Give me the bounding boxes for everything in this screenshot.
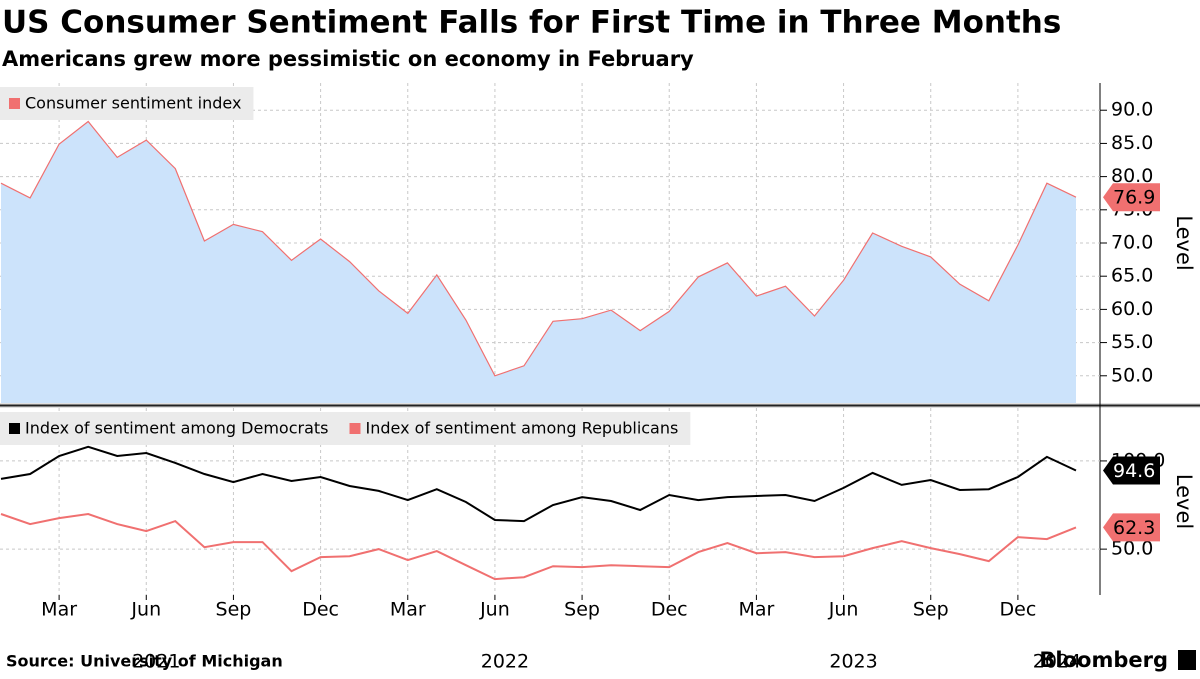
y-tick-label: 90.0 (1111, 99, 1153, 121)
brand-icon (1178, 650, 1196, 670)
x-tick-label: Jun (828, 599, 859, 621)
legend: Consumer sentiment index (0, 87, 254, 120)
y-tick-label: 50.0 (1111, 364, 1153, 386)
y-tick-label: 50.0 (1111, 538, 1153, 560)
line (0, 512, 1077, 581)
y-tick-label: 70.0 (1111, 232, 1153, 254)
value-label: 94.6 (1113, 460, 1155, 482)
x-year-label: 2021 (132, 651, 180, 673)
legend-swatch (349, 423, 361, 434)
legend-label: Index of sentiment among Republicans (366, 419, 679, 438)
x-tick-label: Jun (479, 599, 510, 621)
y-axis-title: Level (1172, 474, 1196, 529)
legend-label: Consumer sentiment index (25, 94, 241, 113)
x-tick-label: Mar (738, 599, 774, 621)
legend-swatch (9, 98, 20, 109)
chart-subtitle: Americans grew more pessimistic on econo… (2, 47, 694, 71)
legend-label: Index of sentiment among Democrats (25, 419, 329, 438)
x-year-label: 2024 (1033, 651, 1081, 673)
line (0, 120, 1077, 377)
y-tick-label: 80.0 (1111, 165, 1153, 187)
value-badge (1103, 183, 1160, 212)
y-tick-label: 85.0 (1111, 132, 1153, 154)
value-label: 62.3 (1113, 517, 1155, 539)
y-tick-label: 65.0 (1111, 265, 1153, 287)
y-axis-title: Level (1172, 215, 1196, 270)
x-tick-label: Mar (41, 599, 77, 621)
value-badge (1103, 456, 1160, 485)
x-tick-label: Dec (651, 599, 688, 621)
value-label: 76.9 (1113, 187, 1155, 209)
legend-box (0, 412, 691, 445)
x-tick-label: Dec (1000, 599, 1037, 621)
x-year-label: 2023 (829, 651, 877, 673)
x-tick-label: Sep (216, 599, 252, 621)
source: Source: University of Michigan (6, 652, 283, 671)
x-tick-label: Mar (390, 599, 426, 621)
chart-title: US Consumer Sentiment Falls for First Ti… (2, 5, 1061, 41)
legend-box (0, 87, 254, 120)
x-tick-label: Sep (913, 599, 949, 621)
brand: Bloomberg (1039, 648, 1168, 672)
x-tick-label: Dec (302, 599, 339, 621)
x-tick-label: Jun (130, 599, 161, 621)
x-tick-label: Sep (564, 599, 600, 621)
value-badge (1103, 513, 1160, 542)
area (1, 121, 1076, 403)
line (0, 445, 1077, 523)
legend-swatch (9, 423, 20, 434)
y-tick-label: 60.0 (1111, 298, 1153, 320)
x-year-label: 2022 (481, 651, 529, 673)
y-tick-label: 55.0 (1111, 331, 1153, 353)
legend: Index of sentiment among Democrats Index … (0, 412, 691, 445)
